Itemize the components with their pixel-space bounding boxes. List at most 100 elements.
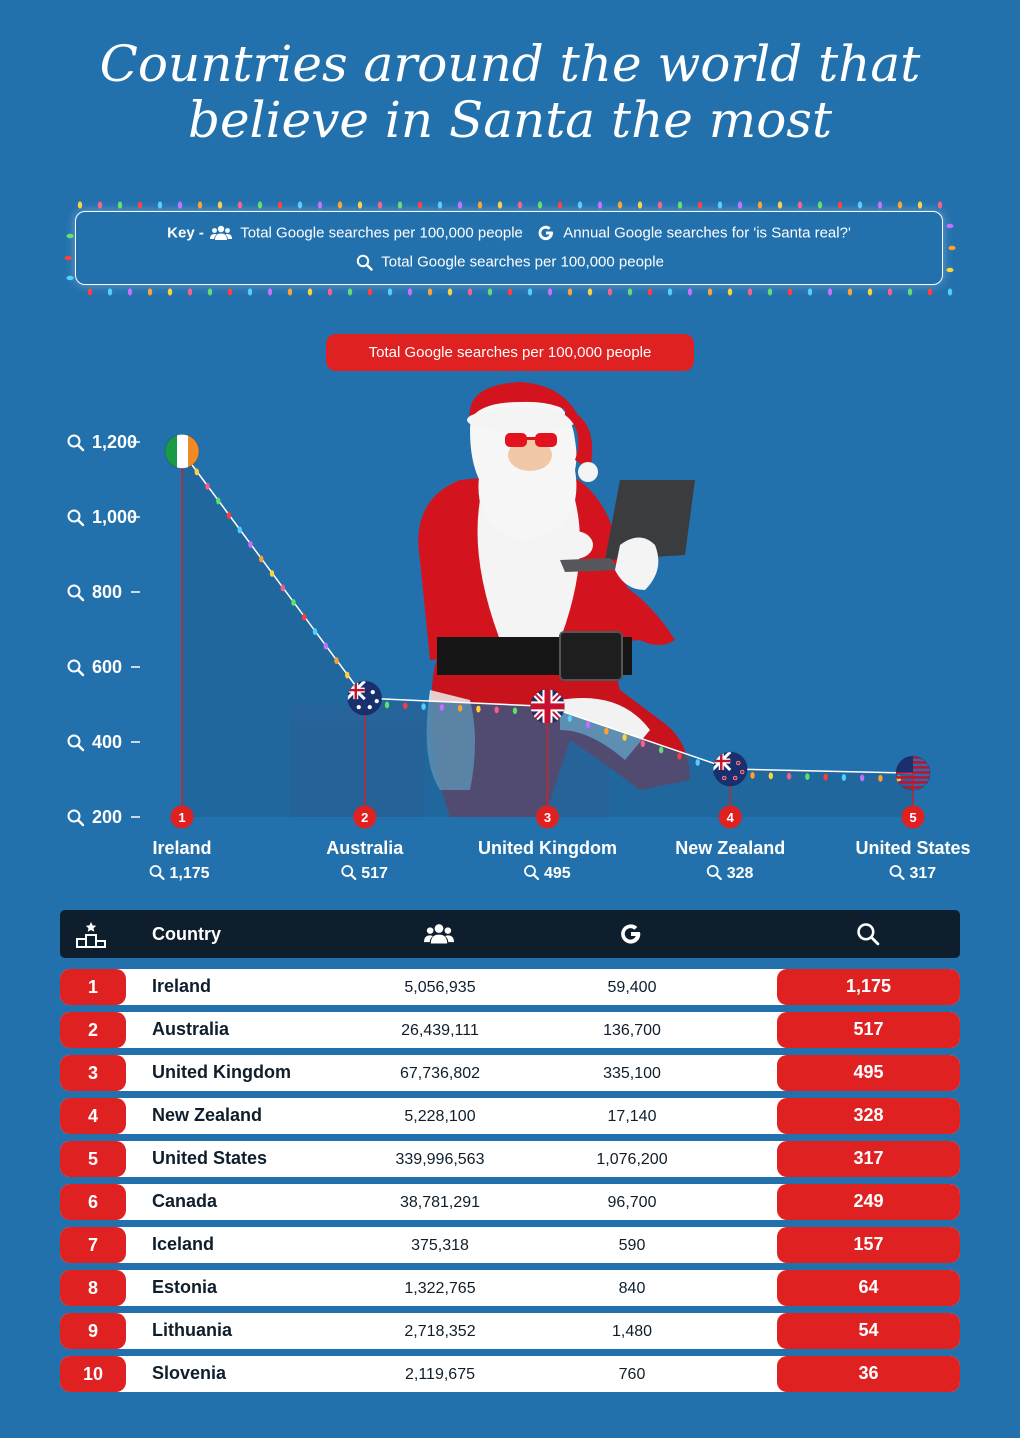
light-bulb [937, 201, 943, 209]
light-bulb [257, 201, 263, 209]
rank-cell: 7 [60, 1227, 126, 1263]
light-bulb [177, 201, 183, 209]
light-bulb [127, 288, 133, 296]
light-bulb [512, 707, 518, 715]
x-label-ireland: Ireland [152, 838, 211, 858]
rank-badge-number: 5 [909, 810, 916, 825]
x-label-united-states: United States [855, 838, 970, 858]
light-bulb [640, 740, 646, 748]
light-bulb [216, 497, 221, 505]
light-bulb [537, 201, 543, 209]
country-cell: United Kingdom [152, 1062, 291, 1082]
rank-cell: 1 [60, 969, 126, 1005]
light-bulb [695, 759, 700, 766]
key-search-label: Total Google searches per 100,000 people [381, 253, 664, 271]
table-header: Country [60, 910, 960, 958]
search-icon [341, 865, 354, 877]
legend-key: Key - Total Google searches per 100,000 … [75, 211, 943, 285]
country-cell: Slovenia [152, 1363, 227, 1383]
searches-per-100k-cell: 157 [777, 1227, 960, 1263]
light-bulb [604, 727, 609, 735]
light-bulb [197, 201, 203, 209]
key-prefix: Key - [167, 224, 204, 242]
area-chart: 1,200 1,000 800 600 400 200 1 2 3 4 5 Ireland 1,17… [67, 382, 971, 882]
light-bulb [280, 584, 285, 592]
google-searches-cell: 136,700 [603, 1022, 661, 1039]
y-tick-label: 600 [92, 657, 122, 677]
light-bulb [947, 288, 953, 296]
key-line-1: Key - Total Google searches per 100,000 … [76, 224, 942, 242]
light-bulb [797, 201, 803, 209]
y-tick-1000: 1,000 [67, 507, 140, 527]
light-bulb [507, 288, 513, 296]
search-icon [889, 865, 902, 877]
search-icon-handle [76, 518, 85, 527]
light-bulb [194, 468, 199, 476]
light-bulb [717, 201, 723, 209]
search-icon [356, 254, 373, 271]
people-icon [424, 924, 454, 944]
population-cell: 2,119,675 [405, 1366, 475, 1383]
key-google-label: Annual Google searches for 'is Santa rea… [563, 224, 851, 242]
light-bulb [607, 288, 613, 296]
search-icon-handle [76, 443, 85, 452]
light-bulb [946, 223, 954, 229]
population-cell: 2,718,352 [404, 1323, 476, 1340]
value-label-australia: 517 [341, 865, 388, 882]
table-row: 9 Lithuania 2,718,352 1,480 54 [60, 1313, 960, 1349]
y-tick-label: 400 [92, 732, 122, 752]
light-bulb [64, 255, 72, 261]
country-cell: Australia [152, 1019, 230, 1039]
light-bulb [567, 715, 572, 723]
light-bulb [859, 774, 865, 782]
searches-per-100k-cell: 517 [777, 1012, 960, 1048]
table-row: 3 United Kingdom 67,736,802 335,100 495 [60, 1055, 960, 1091]
table-row: 8 Estonia 1,322,765 840 64 [60, 1270, 960, 1306]
light-bulb [517, 201, 523, 209]
search-icon [706, 865, 719, 877]
light-bulb [407, 288, 413, 296]
light-bulb [384, 701, 390, 709]
rank-cell: 6 [60, 1184, 126, 1220]
rank-cell: 10 [60, 1356, 126, 1392]
rank-cell: 5 [60, 1141, 126, 1177]
light-bulb [946, 267, 954, 273]
table-row: 5 United States 339,996,563 1,076,200 317 [60, 1141, 960, 1177]
key-population-label: Total Google searches per 100,000 people [240, 224, 523, 242]
light-bulb [97, 201, 103, 209]
light-bulb [457, 201, 463, 209]
light-bulb [567, 288, 573, 296]
light-bulb [226, 512, 232, 519]
rank-cell: 2 [60, 1012, 126, 1048]
title-line-1: Countries around the world that [99, 35, 921, 93]
light-bulb [259, 555, 264, 563]
light-bulb [786, 772, 792, 780]
light-bulb [927, 288, 933, 296]
table-row: 7 Iceland 375,318 590 157 [60, 1227, 960, 1263]
light-bulb [767, 288, 773, 296]
light-bulb [66, 233, 74, 239]
google-searches-cell: 1,480 [611, 1323, 653, 1340]
light-bulb [367, 288, 373, 296]
light-bulb [577, 201, 583, 209]
search-icon [67, 509, 81, 523]
rank-cell: 9 [60, 1313, 126, 1349]
light-bulb [302, 613, 307, 621]
light-bulb [87, 288, 93, 296]
light-bulb [917, 201, 923, 209]
light-bulb [427, 288, 433, 296]
rank-badge-united-kingdom: 3 [536, 805, 559, 829]
light-bulb [737, 201, 743, 209]
light-bulb [657, 201, 663, 209]
value-label-new-zealand: 328 [706, 865, 754, 882]
light-bulb [421, 703, 426, 710]
light-bulb [867, 288, 873, 296]
light-bulb [447, 288, 453, 296]
light-bulb [248, 541, 253, 548]
country-cell: Ireland [152, 976, 212, 996]
light-bulb [768, 772, 773, 780]
population-cell: 67,736,802 [399, 1065, 481, 1082]
light-bulb [827, 288, 833, 296]
search-icon [67, 734, 81, 748]
country-column-header: Country [152, 924, 221, 944]
